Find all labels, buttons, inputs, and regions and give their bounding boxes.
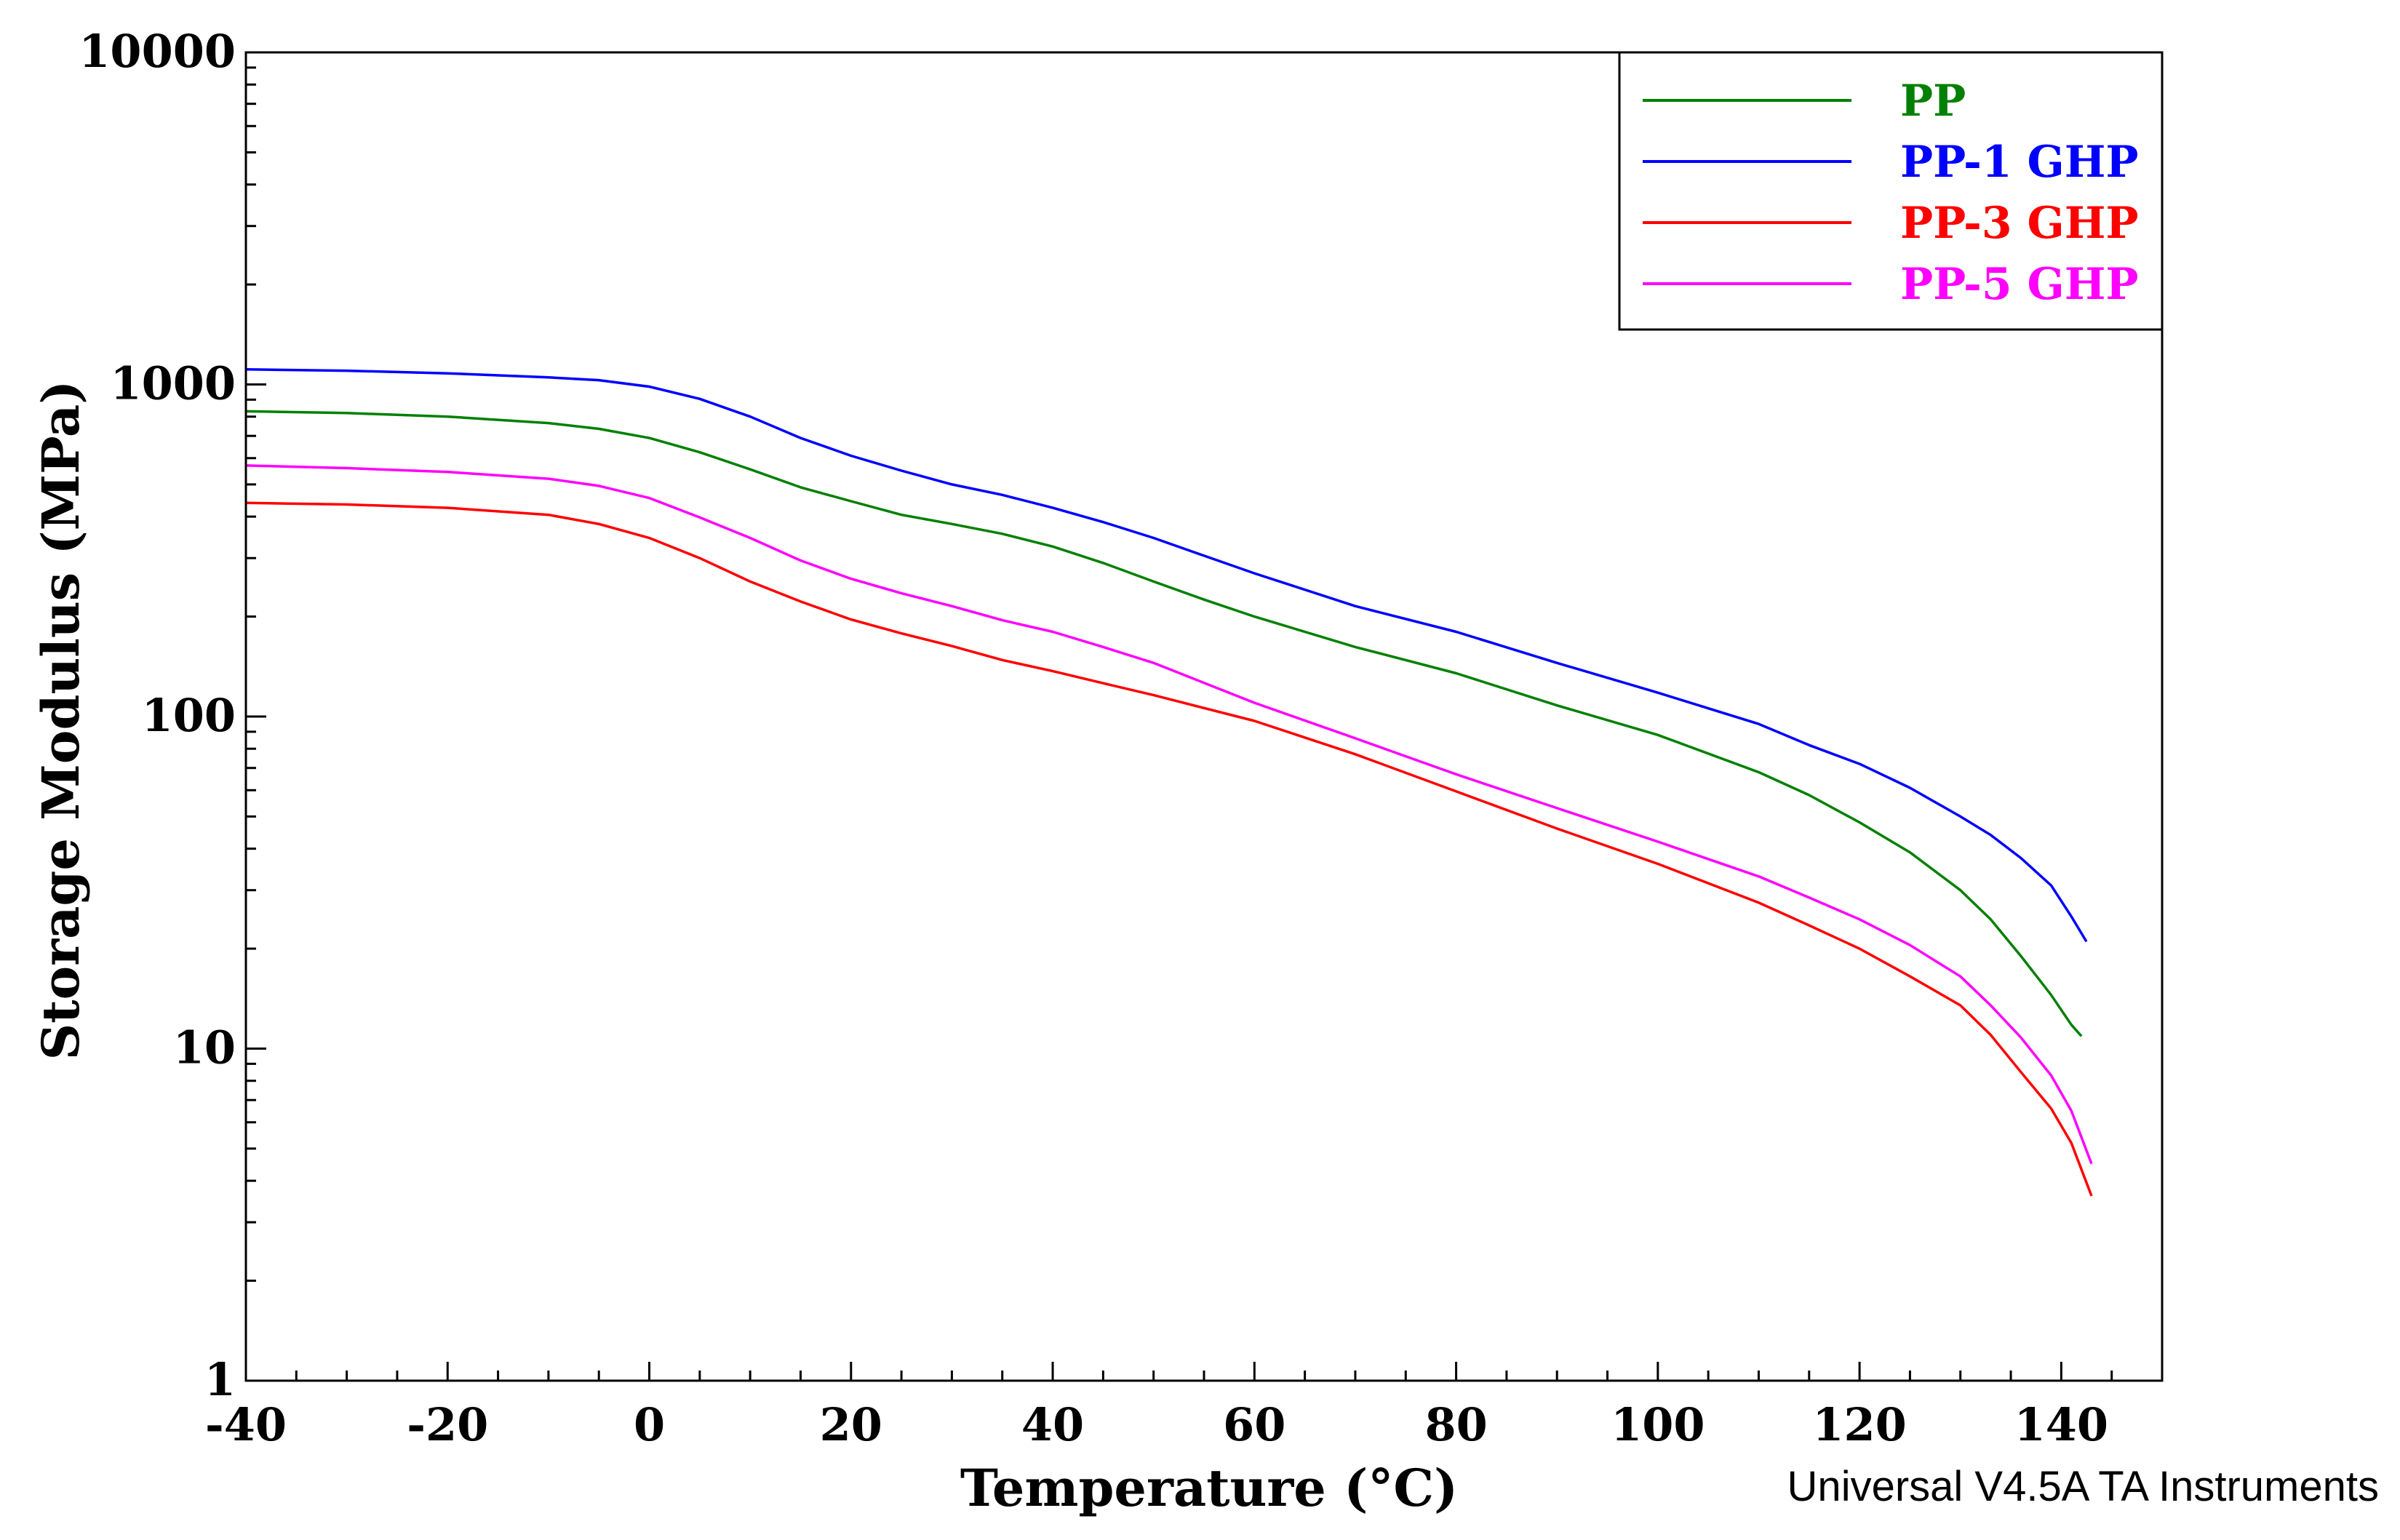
legend-label: PP — [1900, 76, 1966, 127]
legend: PP PP-1 GHP PP-3 GHP PP-5 GHP — [1618, 51, 2164, 331]
x-tick-label: -40 — [205, 1398, 287, 1451]
instrument-footer: Universal V4.5A TA Instruments — [1787, 1463, 2379, 1510]
legend-label: PP-1 GHP — [1900, 137, 2139, 188]
legend-label: PP-3 GHP — [1900, 198, 2139, 249]
legend-label: PP-5 GHP — [1900, 259, 2139, 310]
series-line-pp-3-ghp — [245, 501, 2093, 1197]
series-line-pp-1-ghp — [245, 368, 2088, 943]
y-axis-title: Storage Modulus (MPa) — [31, 380, 91, 1061]
series-layer — [245, 368, 2093, 1197]
x-tick-label: 60 — [1223, 1398, 1285, 1451]
y-tick-label: 10000 — [79, 25, 236, 78]
x-tick-label: 0 — [634, 1398, 665, 1451]
x-tick-label: 20 — [820, 1398, 882, 1451]
x-tick-label: 120 — [1812, 1398, 1906, 1451]
axes-layer: -40 -20 0 20 40 60 80 100 120 140 1 10 100 1000 10000 — [79, 25, 2164, 1451]
series-line-pp-5-ghp — [245, 464, 2093, 1165]
y-tick-label: 1 — [204, 1353, 236, 1406]
y-tick-label: 1000 — [110, 357, 236, 410]
series-line-pp — [245, 410, 2083, 1037]
x-tick-label: 80 — [1424, 1398, 1487, 1451]
x-tick-label: 40 — [1021, 1398, 1084, 1451]
x-tick-label: -20 — [407, 1398, 488, 1451]
x-tick-label: 100 — [1611, 1398, 1705, 1451]
x-tick-label: 140 — [2014, 1398, 2108, 1451]
y-tick-label: 100 — [142, 689, 236, 742]
x-axis-title: Temperature (°C) — [960, 1458, 1458, 1518]
y-tick-label: 10 — [173, 1021, 236, 1074]
